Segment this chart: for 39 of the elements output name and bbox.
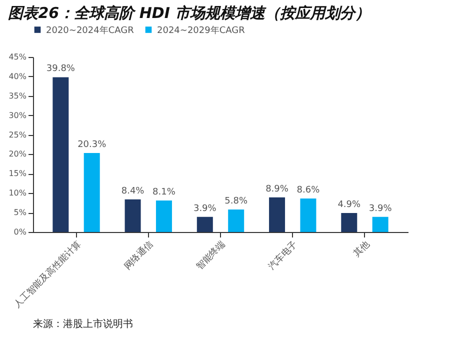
y-tick-label: 25%	[8, 130, 27, 140]
y-tick-label: 30%	[8, 110, 27, 120]
bar	[300, 198, 316, 232]
bar	[124, 199, 141, 232]
bar	[341, 212, 358, 232]
data-label: 5.8%	[224, 196, 248, 206]
bar	[228, 209, 244, 232]
y-tick-label: 45%	[8, 52, 27, 62]
x-tick-label: 人工智能及高性能计算	[12, 238, 84, 310]
bar	[156, 200, 172, 232]
y-tick-label: 35%	[8, 91, 27, 100]
x-tick-label: 智能终端	[194, 238, 228, 272]
data-label: 3.9%	[193, 204, 217, 214]
y-tick-label: 10%	[8, 188, 27, 198]
y-tick-label: 40%	[8, 72, 27, 81]
data-label: 8.6%	[296, 186, 320, 196]
legend-label: 2024~2029年CAGR	[157, 24, 245, 36]
x-tick-label: 其他	[351, 238, 372, 260]
chart-title: 图表26：全球高阶 HDI 市场规模增速（按应用划分）	[8, 4, 370, 22]
data-label: 4.9%	[338, 200, 362, 210]
x-tick-label: 网络通信	[122, 238, 156, 272]
data-label: 3.9%	[368, 204, 392, 214]
y-tick-label: 15%	[8, 169, 27, 178]
bar	[84, 153, 100, 232]
x-tick-label: 汽车电子	[266, 238, 300, 272]
data-label: 8.9%	[266, 184, 289, 194]
bar	[269, 197, 286, 232]
legend-label: 2020~2024年CAGR	[46, 24, 134, 36]
source-note: 来源：港股上市说明书	[33, 318, 133, 330]
bar	[196, 216, 213, 232]
bar	[372, 216, 388, 232]
data-label: 8.1%	[152, 188, 176, 198]
data-label: 20.3%	[78, 140, 107, 150]
data-label: 39.8%	[46, 64, 76, 74]
y-tick-label: 5%	[14, 208, 27, 218]
data-label: 8.4%	[121, 186, 145, 196]
y-tick-label: 0%	[14, 228, 27, 236]
bar	[52, 77, 69, 232]
y-tick-label: 20%	[8, 150, 27, 159]
